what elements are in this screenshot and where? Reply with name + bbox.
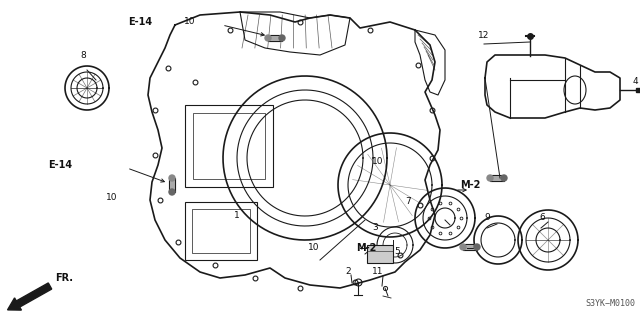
Text: S3YK−M0100: S3YK−M0100 — [585, 299, 635, 308]
Circle shape — [169, 189, 175, 195]
Bar — [367, 245, 393, 263]
Bar — [185, 202, 257, 260]
Text: 1: 1 — [234, 211, 240, 219]
Text: E-14: E-14 — [48, 160, 72, 170]
Polygon shape — [490, 175, 504, 181]
Text: 12: 12 — [478, 31, 490, 40]
Polygon shape — [169, 178, 175, 192]
Circle shape — [501, 175, 507, 181]
Circle shape — [460, 244, 466, 250]
Text: 10: 10 — [372, 158, 384, 167]
Text: 5: 5 — [394, 248, 400, 256]
Circle shape — [169, 175, 175, 181]
Polygon shape — [268, 35, 282, 41]
Text: E-14: E-14 — [128, 17, 152, 27]
Circle shape — [487, 175, 493, 181]
FancyArrow shape — [8, 283, 52, 310]
Text: M-2: M-2 — [460, 180, 481, 190]
Text: 4: 4 — [632, 78, 638, 86]
Circle shape — [265, 35, 271, 41]
Text: 7: 7 — [405, 197, 411, 206]
Text: 10: 10 — [184, 18, 196, 26]
Bar — [193, 113, 265, 179]
Text: 6: 6 — [539, 213, 545, 222]
Text: FR.: FR. — [55, 273, 73, 283]
Text: 10: 10 — [308, 243, 320, 253]
Circle shape — [474, 244, 480, 250]
Text: 9: 9 — [484, 213, 490, 222]
Polygon shape — [463, 244, 477, 250]
Text: 3: 3 — [372, 224, 378, 233]
Text: 2: 2 — [345, 268, 351, 277]
Text: 8: 8 — [80, 50, 86, 60]
Circle shape — [279, 35, 285, 41]
Bar — [185, 105, 273, 187]
Text: 11: 11 — [372, 268, 384, 277]
Bar — [192, 209, 250, 253]
Text: 10: 10 — [106, 194, 118, 203]
Text: M-2: M-2 — [356, 243, 376, 253]
